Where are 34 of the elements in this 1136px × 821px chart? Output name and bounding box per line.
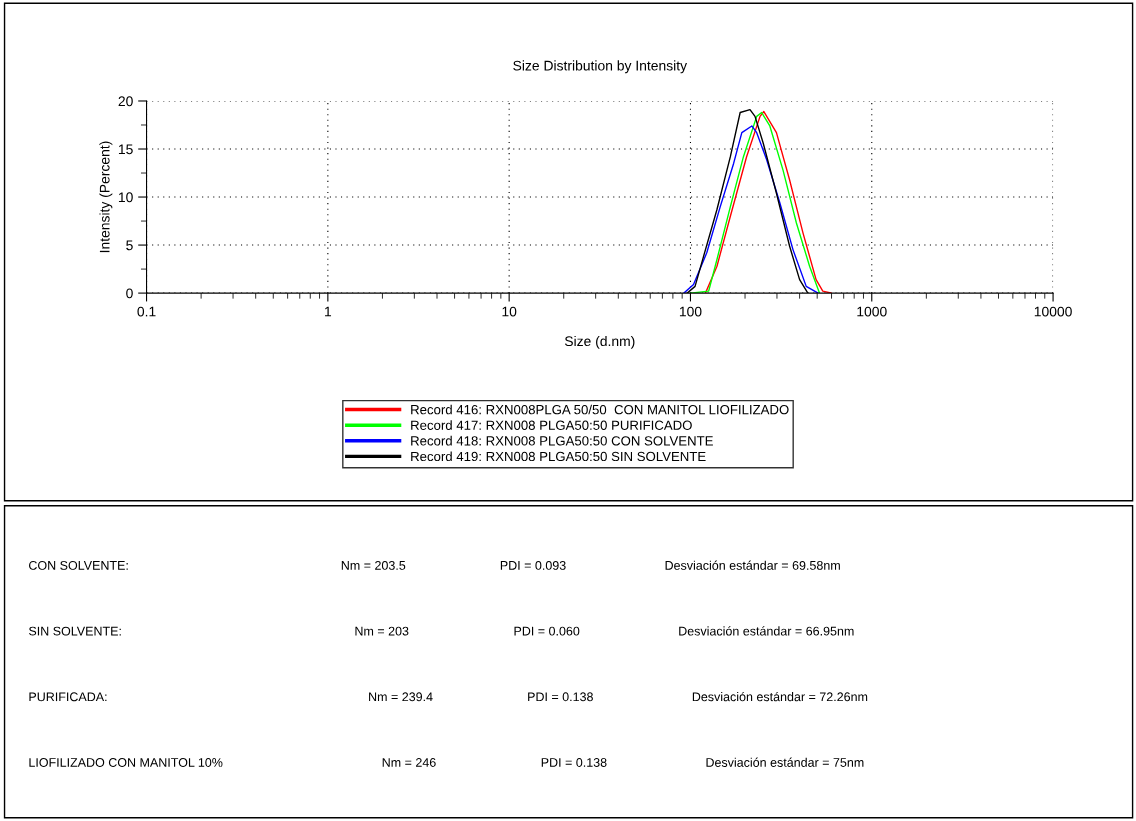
text: Nm = 203.5 bbox=[341, 560, 406, 570]
x-tick-label: 0.1 bbox=[137, 306, 156, 317]
text: LIOFILIZADO CON MANITOL 10% bbox=[29, 758, 223, 767]
x-tick-label: 1 bbox=[325, 306, 332, 317]
text: Nm = 203 bbox=[355, 626, 409, 636]
text: Desviación estándar = 72.26nm bbox=[692, 691, 868, 702]
text: PDI = 0.138 bbox=[541, 758, 607, 767]
y-tick-label: 20 bbox=[118, 96, 133, 107]
text: PURIFICADA: bbox=[29, 692, 107, 702]
x-tick-label: 100 bbox=[679, 306, 702, 317]
text: PDI = 0.138 bbox=[528, 692, 593, 702]
x-tick-label: 1000 bbox=[857, 306, 887, 317]
x-tick-label: 10000 bbox=[1034, 306, 1072, 317]
text: CON SOLVENTE: bbox=[29, 560, 128, 570]
legend-label: Record 417: RXN008 PLGA50:50 PURIFICADO bbox=[411, 420, 692, 430]
y-tick-label: 10 bbox=[118, 192, 133, 203]
text: Desviación estándar = 75nm bbox=[706, 757, 864, 767]
x-tick-label: 10 bbox=[502, 306, 517, 317]
text: SIN SOLVENTE: bbox=[28, 626, 121, 636]
text: Nm = 246 bbox=[382, 758, 436, 767]
legend-label: Record 419: RXN008 PLGA50:50 SIN SOLVENTE bbox=[411, 451, 706, 462]
text: Nm = 239.4 bbox=[369, 692, 433, 702]
y-tick-label: 5 bbox=[126, 240, 133, 251]
text: Desviación estándar = 69.58nm bbox=[665, 560, 840, 570]
chart-title: Size Distribution by Intensity bbox=[513, 60, 688, 74]
x-axis-title: Size (d.nm) bbox=[564, 335, 635, 349]
legend-label: Record 418: RXN008 PLGA50:50 CON SOLVENTE bbox=[411, 435, 713, 446]
text: PDI = 0.093 bbox=[500, 560, 566, 570]
y-tick-label: 0 bbox=[126, 288, 133, 299]
y-tick-label: 15 bbox=[118, 144, 133, 155]
text: Desviación estándar = 66.95nm bbox=[679, 626, 854, 636]
text: PDI = 0.060 bbox=[514, 626, 580, 636]
y-axis-title: Intensity (Percent) bbox=[99, 141, 113, 253]
legend-label: Record 416: RXN008PLGA 50/50 CON MANITOL LIOFILIZADO bbox=[411, 404, 789, 415]
